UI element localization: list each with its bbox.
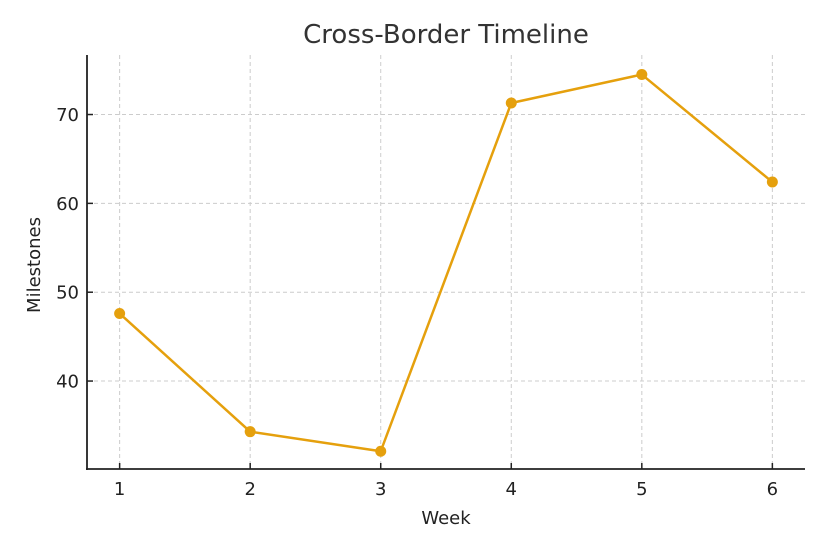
data-series xyxy=(114,69,778,457)
chart-title: Cross-Border Timeline xyxy=(303,20,589,50)
y-tick-label: 40 xyxy=(56,372,79,393)
y-tick-label: 70 xyxy=(56,105,79,126)
x-tick-label: 4 xyxy=(506,479,517,500)
grid-lines xyxy=(87,55,805,469)
x-tick-label: 3 xyxy=(375,479,386,500)
series-line xyxy=(118,73,774,453)
y-tick-label: 50 xyxy=(56,283,79,304)
x-tick-label: 2 xyxy=(244,479,255,500)
y-tick-label: 60 xyxy=(56,194,79,215)
x-axis-ticks: 1 2 3 4 5 6 xyxy=(114,463,778,500)
axes xyxy=(86,55,805,470)
data-point-marker xyxy=(636,69,648,81)
data-point-marker xyxy=(505,97,517,109)
y-axis-ticks: 40 50 60 70 xyxy=(56,105,93,393)
x-axis-label: Week xyxy=(421,508,471,529)
x-tick-label: 6 xyxy=(767,479,778,500)
data-point-marker xyxy=(244,426,256,438)
x-tick-label: 5 xyxy=(636,479,647,500)
x-tick-label: 1 xyxy=(114,479,125,500)
data-point-marker xyxy=(114,308,126,320)
y-axis-label: Milestones xyxy=(24,217,45,313)
data-point-marker xyxy=(375,445,387,457)
data-point-marker xyxy=(766,176,778,188)
